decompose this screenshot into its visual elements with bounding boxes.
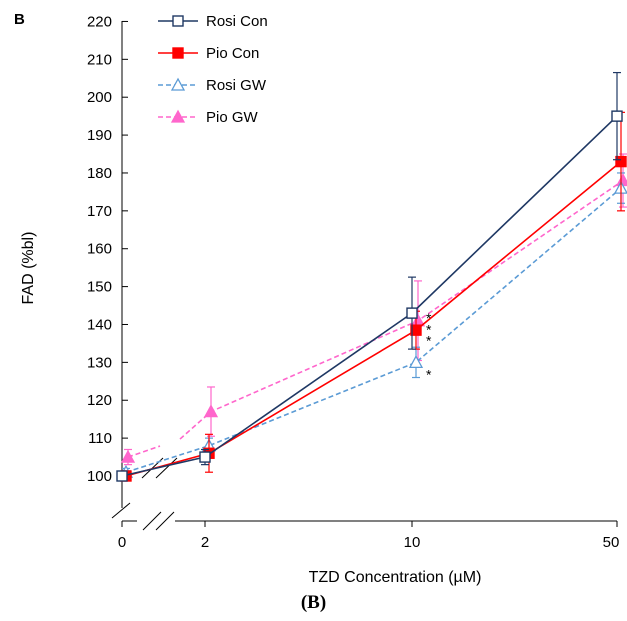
significance-marker: * [426,367,432,383]
data-point [408,355,424,369]
series-pio-gw [120,153,627,466]
series-pio-con [120,111,627,482]
y-tick-label: 200 [87,89,112,106]
y-tick-label: 140 [87,316,112,333]
data-point [410,324,422,336]
data-point [203,404,219,418]
legend-entry: Rosi Con [158,13,268,30]
series-line [121,115,618,477]
series-line [127,179,624,458]
figure-caption: (B) [300,592,327,613]
y-tick-label: 180 [87,165,112,182]
significance-marker: * [426,310,432,326]
x-ticks: 0 2 10 50 [118,521,620,551]
y-tick-label: 220 [87,13,112,30]
legend-label: Rosi Con [206,13,268,30]
legend-label: Pio Con [206,45,259,62]
plot-break-mark [155,457,178,479]
legend-label: Rosi GW [206,77,267,94]
data-point [615,155,627,168]
legend-marker [170,109,186,123]
legend-label: Pio GW [206,109,259,126]
y-tick-label: 190 [87,127,112,144]
legend-entry: Pio Con [158,45,259,62]
x-tick-label: 50 [603,534,620,551]
x-tick-label: 0 [118,534,126,551]
line-chart: B 10011012013014015016017018019020021022… [14,11,627,586]
series-layer [116,71,627,482]
significance-marker: * [426,333,432,349]
x-axis: 0 2 10 50 [118,520,620,551]
legend: Rosi Con Pio Con Rosi GW Pio GW [158,13,268,126]
legend-entry: Pio GW [158,109,259,126]
series-line [125,187,622,473]
legend-marker [172,15,184,27]
data-point [120,449,136,463]
significance-marker: * [426,321,432,337]
data-point [611,110,623,122]
y-tick-label: 150 [87,279,112,296]
legend-marker [172,47,184,59]
data-point [199,451,211,463]
x-tick-label: 10 [404,534,421,551]
x-axis-title: TZD Concentration (µM) [309,569,482,586]
y-tick-label: 170 [87,203,112,220]
series-rosi-con [116,71,623,482]
x-axis-break-mark [142,511,162,531]
y-tick-label: 100 [87,468,112,485]
y-axis: 100 110 120 130 140 150 160 170 180 190 200 210 220 [87,13,128,508]
y-ticks: 100 110 120 130 140 150 160 170 180 190 200 210 220 [87,13,128,485]
panel-label: B [14,11,25,28]
y-axis-title: FAD (%bl) [20,232,37,305]
y-tick-label: 160 [87,241,112,258]
series-line [125,160,622,477]
annotation-layer: **** [426,310,432,383]
y-axis-break-mark [111,502,131,519]
y-tick-label: 110 [88,430,112,447]
y-tick-label: 130 [87,354,112,371]
x-axis-break-mark [155,511,175,531]
x-tick-label: 2 [201,534,209,551]
y-tick-label: 120 [87,392,112,409]
data-point [406,307,418,319]
legend-entry: Rosi GW [158,77,267,94]
legend-marker [170,77,186,91]
data-point [116,470,128,482]
y-tick-label: 210 [87,51,112,68]
